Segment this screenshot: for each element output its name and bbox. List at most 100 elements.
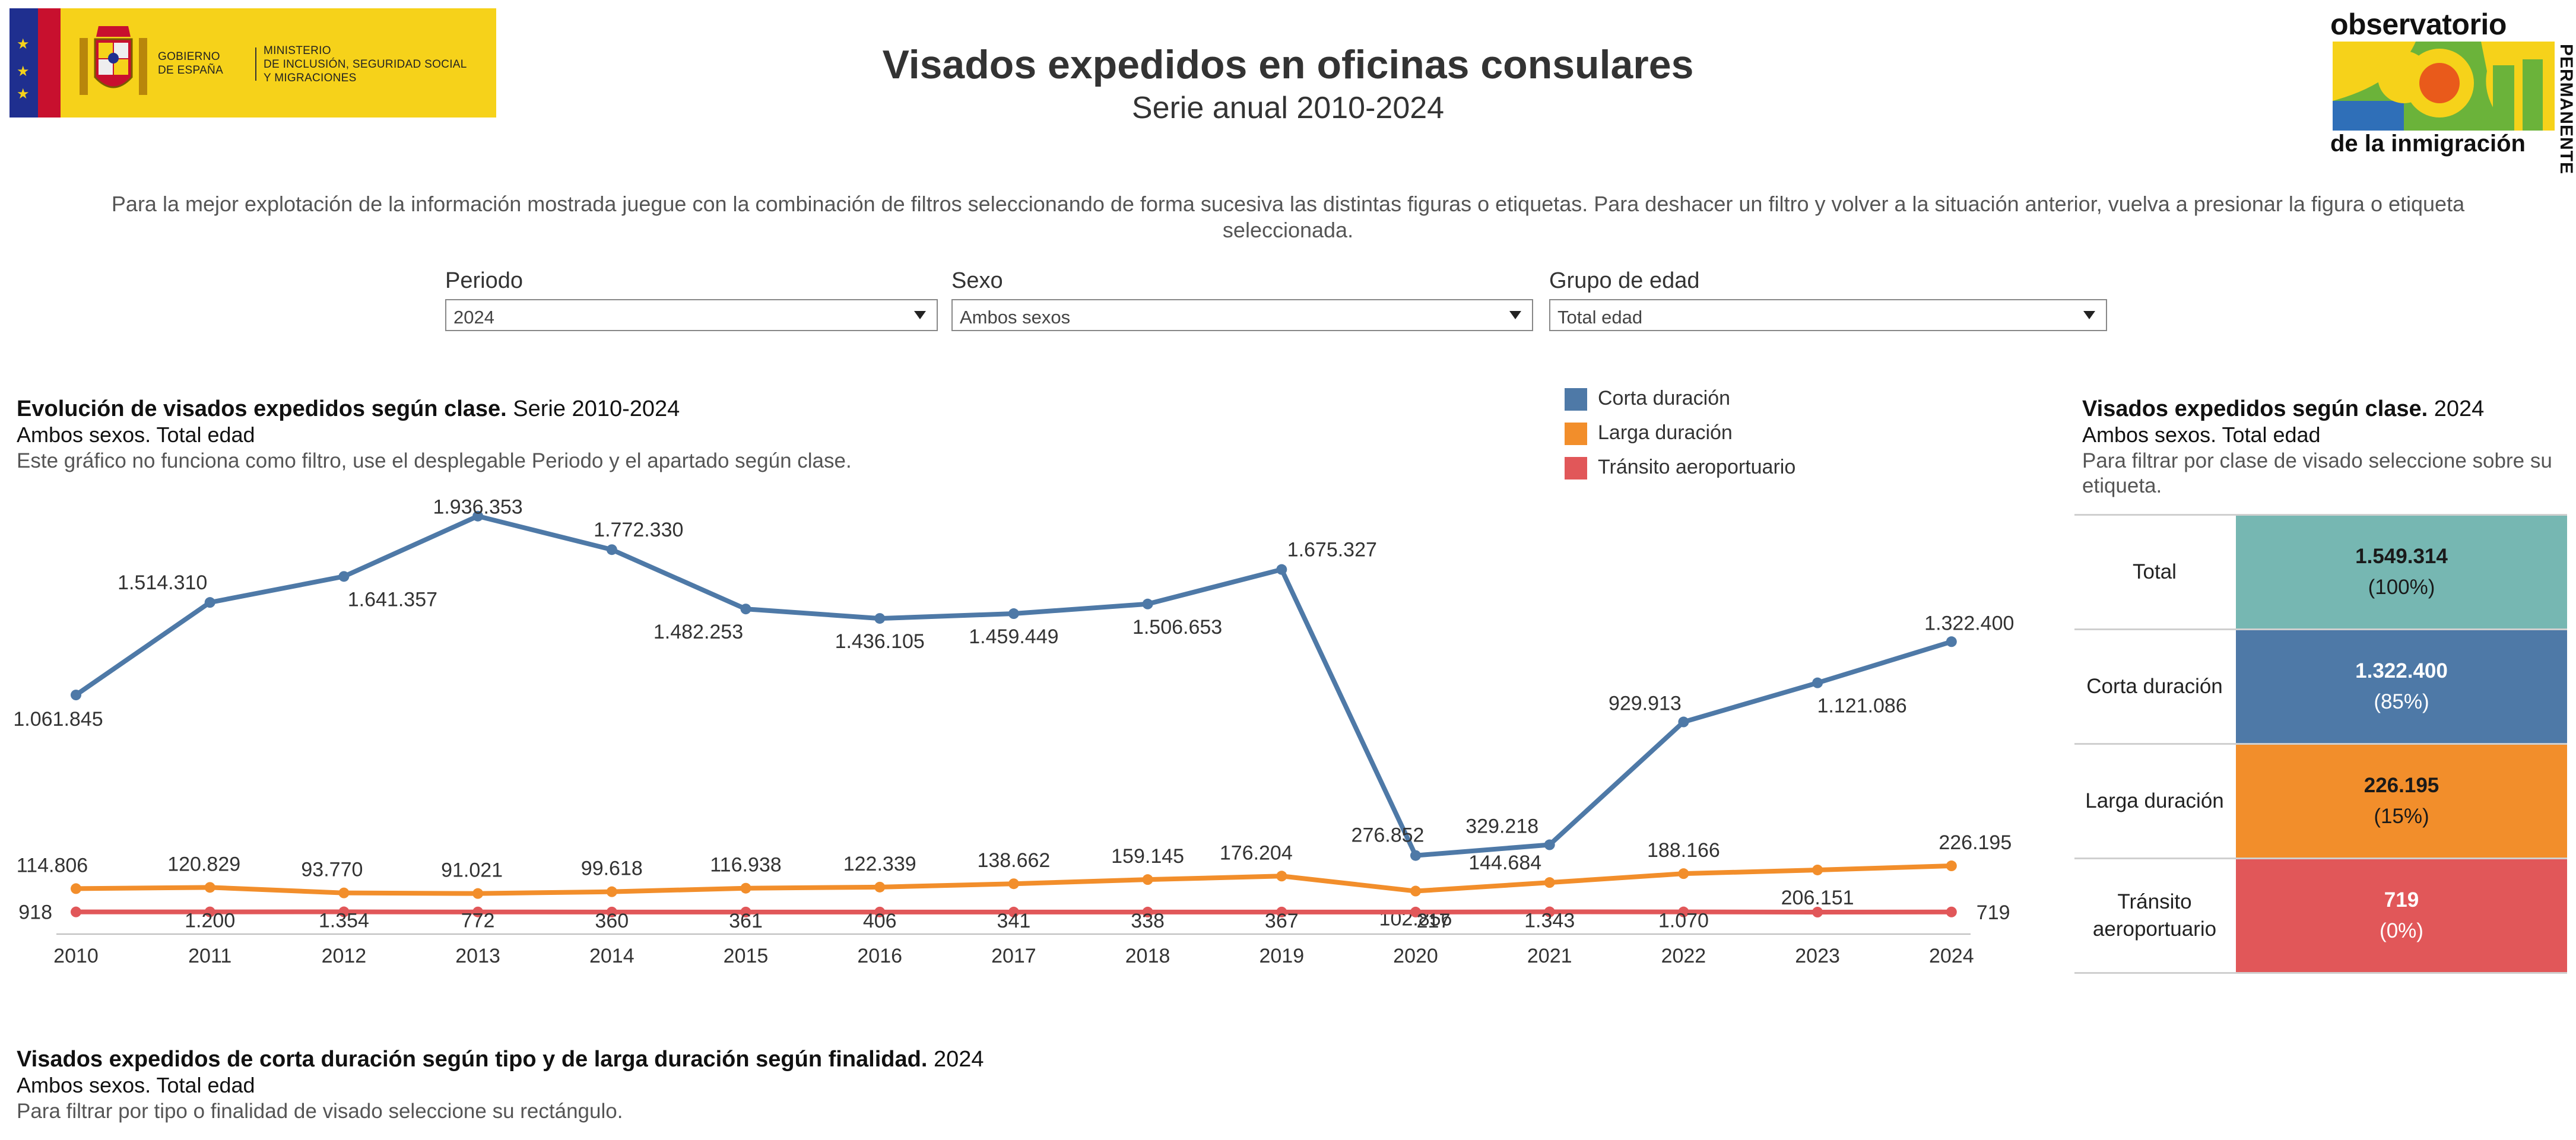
data-point bbox=[1946, 860, 1957, 872]
data-label: 1.343 bbox=[1524, 910, 1575, 932]
data-point bbox=[1544, 877, 1555, 888]
data-label: 1.641.357 bbox=[348, 588, 437, 611]
data-label: 91.021 bbox=[441, 859, 503, 882]
data-point bbox=[1142, 906, 1153, 917]
filter-edad-value: Total edad bbox=[1557, 307, 1643, 328]
data-label: 361 bbox=[729, 910, 763, 932]
x-tick-label: 2017 bbox=[991, 945, 1036, 967]
data-label: 144.684 bbox=[1468, 852, 1541, 874]
data-label: 1.482.253 bbox=[653, 621, 743, 643]
data-label: 1.675.327 bbox=[1287, 539, 1377, 561]
class-cell-larga[interactable]: 226.195 (15%) bbox=[2236, 745, 2567, 858]
data-point bbox=[1410, 850, 1421, 861]
data-label: 1.200 bbox=[185, 910, 235, 932]
data-point bbox=[1410, 906, 1421, 917]
data-point bbox=[1946, 636, 1957, 647]
class-pct: (15%) bbox=[2374, 805, 2429, 828]
bottom-section-subtitle: Ambos sexos. Total edad bbox=[17, 1073, 255, 1097]
data-point bbox=[204, 906, 215, 917]
data-point bbox=[472, 906, 484, 917]
data-point bbox=[472, 888, 484, 899]
data-point bbox=[874, 613, 886, 624]
data-label: 226.195 bbox=[1939, 831, 2012, 854]
data-point bbox=[71, 883, 81, 894]
x-tick-label: 2022 bbox=[1661, 945, 1706, 967]
data-label: 329.218 bbox=[1465, 815, 1538, 838]
bottom-section-note: Para filtrar por tipo o finalidad de vis… bbox=[17, 1100, 623, 1123]
data-point bbox=[1678, 868, 1689, 879]
data-point bbox=[1812, 907, 1823, 917]
data-label: 406 bbox=[863, 910, 897, 932]
data-point bbox=[740, 906, 751, 917]
class-table-note: Para filtrar por clase de visado selecci… bbox=[2082, 449, 2552, 497]
class-row-corta[interactable]: Corta duración 1.322.400 (85%) bbox=[2074, 628, 2567, 743]
filter-edad-select[interactable]: Total edad bbox=[1549, 299, 2107, 331]
x-tick-label: 2024 bbox=[1929, 945, 1974, 967]
data-label: 99.618 bbox=[581, 858, 643, 880]
chevron-down-icon bbox=[2083, 311, 2095, 319]
legend-item-corta[interactable]: Corta duración bbox=[1565, 387, 1795, 414]
data-point bbox=[606, 544, 617, 555]
x-tick-label: 2019 bbox=[1259, 945, 1304, 967]
legend-swatch bbox=[1565, 388, 1587, 411]
data-point bbox=[1008, 906, 1019, 917]
x-tick-label: 2023 bbox=[1795, 945, 1840, 967]
data-label: 276.852 bbox=[1352, 824, 1425, 847]
data-point bbox=[204, 882, 215, 893]
chevron-down-icon bbox=[914, 311, 926, 319]
x-tick-label: 2013 bbox=[455, 945, 500, 967]
x-tick-label: 2020 bbox=[1393, 945, 1438, 967]
data-point bbox=[1544, 906, 1555, 917]
data-point bbox=[1008, 608, 1019, 620]
evolution-line-chart: 2010 2011 2012 2013 2014 2015 2016 2017 2018 2019… bbox=[13, 498, 2014, 967]
data-point bbox=[204, 597, 215, 608]
data-label: 772 bbox=[461, 910, 495, 932]
data-label: 188.166 bbox=[1647, 839, 1720, 862]
data-label: 360 bbox=[595, 910, 629, 932]
government-logo: ★ ★ ★ GOBIERNO DE ESPAÑA MINISTERIO DE INC… bbox=[9, 8, 496, 118]
data-label: 1.772.330 bbox=[594, 519, 683, 541]
data-label: 120.829 bbox=[167, 853, 240, 875]
page-subtitle: Serie anual 2010-2024 bbox=[1131, 91, 1445, 125]
x-tick-label: 2015 bbox=[724, 945, 769, 967]
legend-item-transito[interactable]: Tránsito aeroportuario bbox=[1565, 456, 1795, 483]
data-label: 341 bbox=[997, 910, 1031, 932]
class-value: 1.549.314 bbox=[2355, 545, 2448, 568]
data-label: 176.204 bbox=[1220, 841, 1293, 864]
filter-periodo-value: 2024 bbox=[453, 307, 494, 328]
gov-ministry-left: GOBIERNO DE ESPAÑA bbox=[158, 50, 224, 77]
chevron-down-icon bbox=[1509, 311, 1521, 319]
data-label: 929.913 bbox=[1609, 693, 1682, 715]
class-table: Total 1.549.314 (100%) Corta duración 1.… bbox=[2074, 514, 2567, 974]
class-cell-transito[interactable]: 719 (0%) bbox=[2236, 859, 2567, 972]
class-name: Corta duración bbox=[2086, 675, 2223, 698]
filter-periodo-select[interactable]: 2024 bbox=[445, 299, 938, 331]
class-row-total[interactable]: Total 1.549.314 (100%) bbox=[2074, 514, 2567, 628]
data-label: 206.151 bbox=[1781, 887, 1854, 909]
data-point bbox=[1008, 878, 1019, 890]
data-point bbox=[1946, 906, 1957, 917]
class-row-transito[interactable]: Tránsito aeroportuario 719 (0%) bbox=[2074, 858, 2567, 974]
class-cell-total[interactable]: 1.549.314 (100%) bbox=[2236, 516, 2567, 628]
x-tick-label: 2021 bbox=[1527, 945, 1572, 967]
class-row-larga[interactable]: Larga duración 226.195 (15%) bbox=[2074, 743, 2567, 858]
data-label: 217 bbox=[1417, 910, 1451, 932]
legend-item-larga[interactable]: Larga duración bbox=[1565, 421, 1795, 449]
instructions-text: Para la mejor explotación de la informac… bbox=[111, 192, 2465, 242]
data-label: 114.806 bbox=[17, 854, 88, 877]
gov-ministry-right: MINISTERIO DE INCLUSIÓN, SEGURIDAD SOCIA… bbox=[264, 45, 467, 84]
legend-swatch bbox=[1565, 423, 1587, 446]
data-point bbox=[1812, 864, 1823, 875]
legend-swatch bbox=[1565, 457, 1587, 480]
class-name: Tránsito aeroportuario bbox=[2092, 890, 2217, 941]
data-label: 1.459.449 bbox=[969, 625, 1058, 648]
evolution-subtitle: Ambos sexos. Total edad bbox=[17, 423, 255, 447]
class-table-subtitle: Ambos sexos. Total edad bbox=[2082, 423, 2321, 447]
filter-sexo-select[interactable]: Ambos sexos bbox=[951, 299, 1533, 331]
class-cell-corta[interactable]: 1.322.400 (85%) bbox=[2236, 630, 2567, 743]
coat-of-arms-icon bbox=[80, 26, 147, 95]
class-pct: (85%) bbox=[2374, 690, 2429, 713]
x-tick-label: 2012 bbox=[322, 945, 367, 967]
page-title: Visados expedidos en oficinas consulares bbox=[882, 42, 1694, 87]
data-point bbox=[1276, 564, 1287, 575]
